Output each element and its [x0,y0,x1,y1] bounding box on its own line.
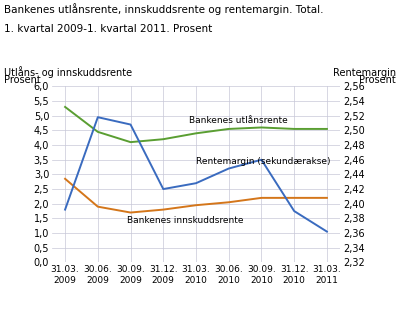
Text: Rentemargin (sekundærakse): Rentemargin (sekundærakse) [196,157,330,166]
Text: Bankenes utlånsrente, innskuddsrente og rentemargin. Total.: Bankenes utlånsrente, innskuddsrente og … [4,3,324,15]
Text: Bankenes utlånsrente: Bankenes utlånsrente [190,116,288,125]
Text: Rentemargin: Rentemargin [333,68,396,78]
Text: Prosent: Prosent [359,75,396,85]
Text: Prosent: Prosent [4,75,41,85]
Text: 1. kvartal 2009-1. kvartal 2011. Prosent: 1. kvartal 2009-1. kvartal 2011. Prosent [4,24,212,34]
Text: Bankenes innskuddsrente: Bankenes innskuddsrente [127,216,244,225]
Text: Utlåns- og innskuddsrente: Utlåns- og innskuddsrente [4,66,132,78]
